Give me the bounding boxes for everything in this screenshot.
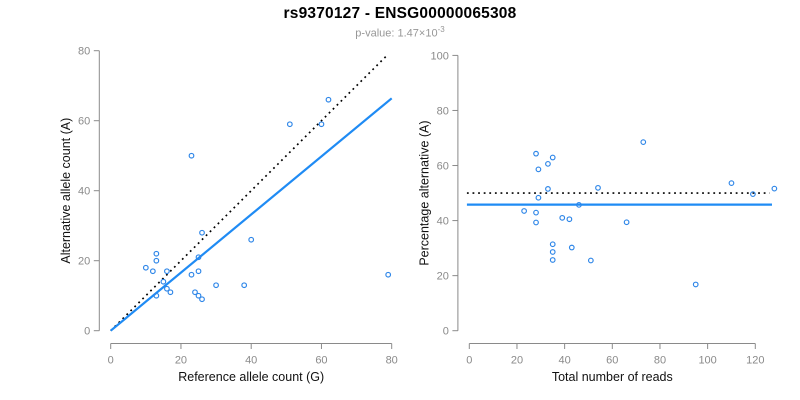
data-point [595, 184, 601, 191]
data-point [385, 271, 392, 278]
y-tick-label: 40 [78, 186, 90, 198]
x-axis-title: Reference allele count (G) [178, 370, 324, 384]
data-point [692, 281, 699, 288]
left-plot-allele-counts: 0 20 40 60 80 0 20 40 60 80 Reference allele count… [59, 46, 398, 384]
identity-line [110, 55, 388, 332]
y-tick-label: 40 [437, 216, 449, 228]
data-point [153, 257, 160, 264]
data-point [241, 282, 248, 289]
data-point [587, 257, 594, 264]
data-point [623, 219, 630, 226]
x-tick-label: 20 [511, 355, 523, 367]
data-point [188, 152, 195, 159]
data-point [545, 160, 551, 167]
y-tick-label: 20 [78, 256, 90, 268]
fit-line [109, 97, 393, 332]
data-point [549, 249, 556, 255]
data-point [728, 180, 735, 187]
data-point [549, 257, 556, 263]
y-axis-title: Alternative allele count (A) [59, 118, 73, 264]
data-point [535, 166, 542, 173]
data-point [164, 285, 170, 292]
data-point [549, 154, 556, 161]
pvalue-text: p-value: 1.47×10 [355, 27, 438, 40]
x-axis-title: Total number of reads [552, 370, 673, 384]
data-point [195, 292, 202, 299]
data-point [188, 271, 195, 278]
x-tick-label: 100 [698, 355, 716, 367]
data-point [521, 208, 527, 214]
data-point [549, 241, 556, 248]
data-point [750, 191, 756, 198]
x-tick-label: 40 [559, 355, 571, 367]
x-tick-label: 120 [746, 355, 764, 367]
y-axis-title: Percentage alternative (A) [417, 120, 431, 265]
y-tick-label: 100 [431, 50, 449, 62]
x-tick-label: 20 [175, 355, 187, 367]
data-point [153, 292, 160, 299]
y-tick-label: 80 [78, 46, 90, 58]
x-tick-label: 40 [245, 355, 257, 367]
data-point [164, 268, 170, 275]
data-point [325, 96, 332, 103]
data-point [535, 194, 542, 201]
data-point [568, 244, 575, 251]
data-point [149, 268, 156, 275]
figure-subtitle: p-value: 1.47×10-3 [0, 25, 800, 40]
data-point [195, 268, 202, 275]
y-tick-label: 20 [437, 271, 449, 283]
x-tick-label: 80 [654, 355, 666, 367]
figure-title: rs9370127 - ENSG00000065308 [283, 5, 517, 22]
data-point [213, 282, 219, 289]
data-point [533, 209, 539, 216]
data-point [545, 186, 551, 192]
data-point [640, 139, 647, 145]
data-point [559, 214, 566, 221]
data-point [160, 278, 167, 285]
data-point [199, 296, 205, 303]
y-tick-label: 0 [84, 326, 90, 338]
data-point [576, 202, 582, 208]
y-tick-label: 60 [437, 161, 449, 173]
x-tick-label: 0 [108, 355, 114, 367]
data-point [153, 250, 160, 257]
data-point [533, 150, 539, 157]
data-point [142, 264, 149, 271]
data-point [167, 289, 174, 296]
y-tick-label: 80 [437, 105, 449, 117]
data-point [771, 185, 778, 192]
x-tick-label: 0 [466, 355, 472, 367]
right-plot-percentage-vs-reads: 0 20 40 60 80 100 120 0 20 40 60 80 100 Total number … [417, 50, 778, 384]
y-tick-label: 0 [443, 326, 449, 338]
data-point [318, 121, 325, 128]
x-tick-label: 80 [386, 355, 398, 367]
data-point [199, 229, 205, 236]
data-point [195, 254, 202, 261]
data-point [286, 121, 293, 128]
pvalue-exponent: -3 [437, 25, 445, 34]
data-point [248, 236, 255, 243]
data-point [566, 216, 573, 223]
data-point [192, 289, 198, 296]
y-tick-label: 60 [78, 116, 90, 128]
x-tick-label: 60 [315, 355, 327, 367]
data-point [533, 219, 539, 226]
x-tick-label: 60 [606, 355, 618, 367]
